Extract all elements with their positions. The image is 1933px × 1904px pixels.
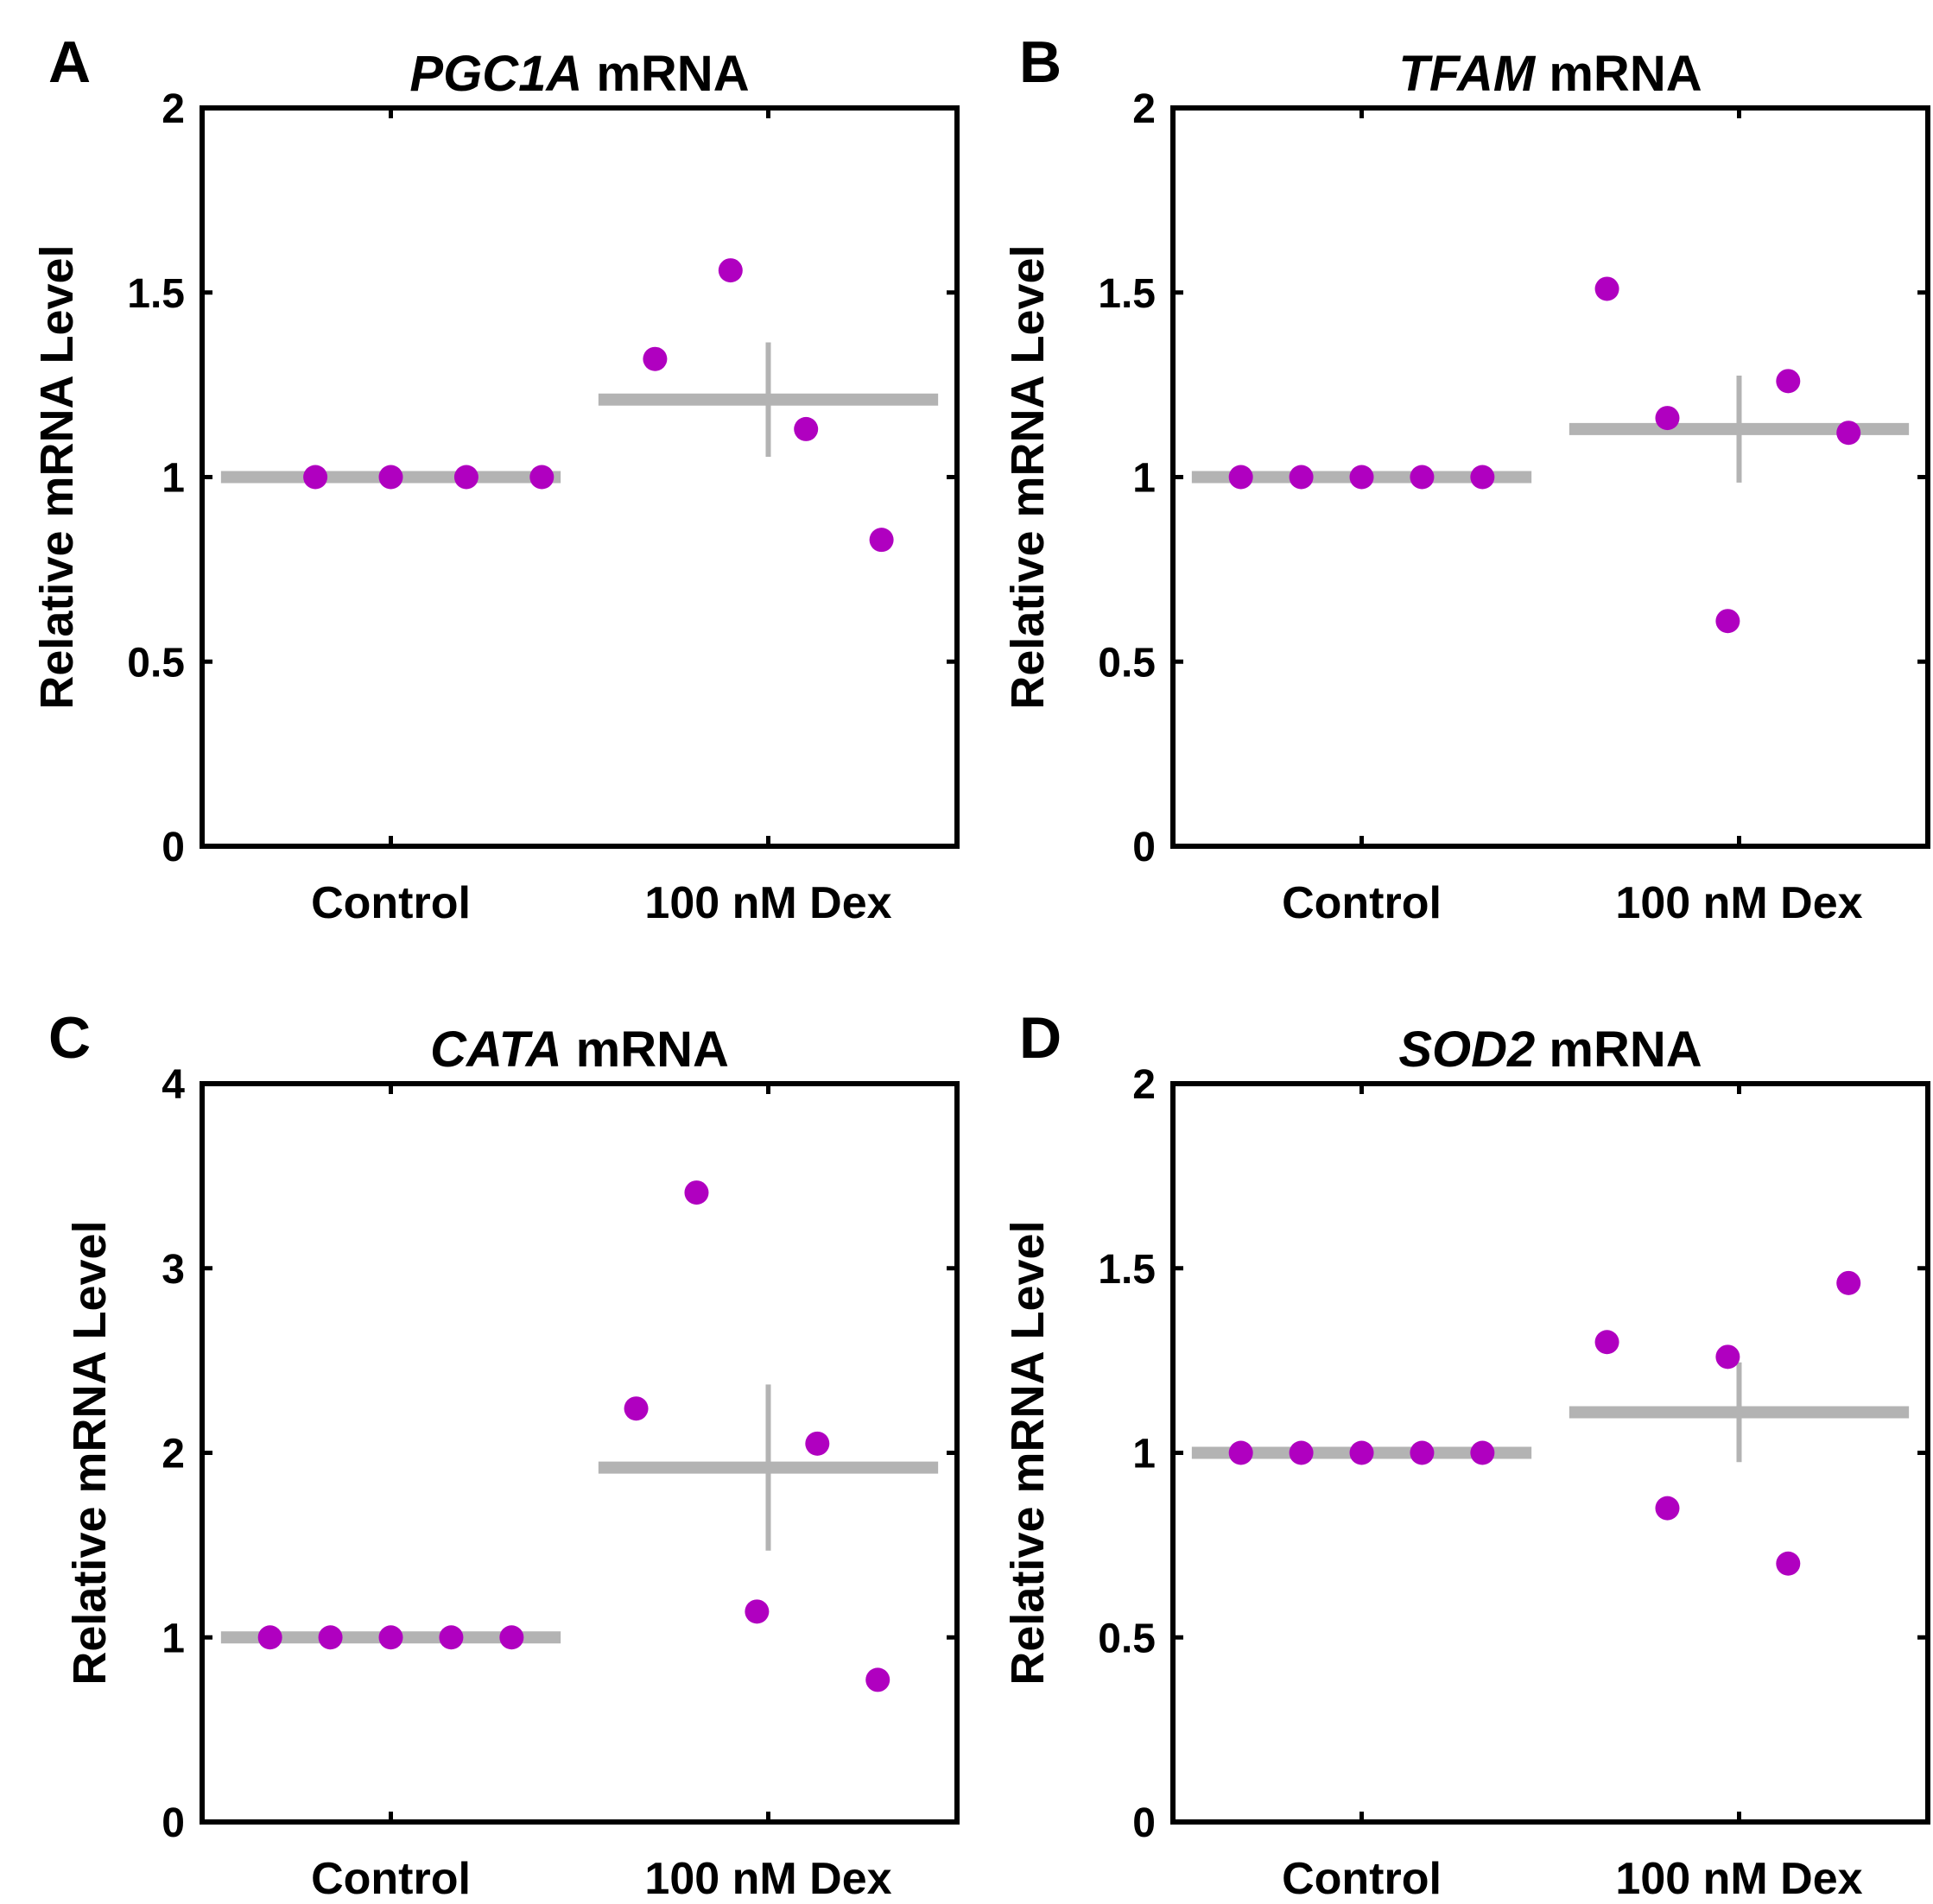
data-point: [1594, 1330, 1619, 1355]
x-tick-label: 100 nM Dex: [644, 1854, 891, 1904]
panel-letter: B: [1019, 29, 1062, 95]
y-tick-label: 2: [1132, 1062, 1156, 1108]
data-point: [624, 1396, 649, 1421]
title-suffix: mRNA: [562, 1022, 729, 1078]
data-point: [529, 465, 555, 490]
panel-letter: C: [48, 1005, 91, 1071]
title-gene: TFAM: [1398, 46, 1537, 102]
y-tick-label: 0: [162, 825, 185, 870]
data-point: [499, 1625, 524, 1650]
panel-letter: A: [48, 29, 91, 95]
data-point: [643, 346, 668, 371]
y-tick-label: 3: [162, 1247, 185, 1293]
data-point: [1836, 1270, 1861, 1295]
x-tick-label: 100 nM Dex: [1615, 1854, 1862, 1904]
y-tick-label: 2: [162, 1432, 185, 1477]
y-tick-label: 0: [1132, 1800, 1156, 1846]
data-point: [684, 1180, 709, 1205]
panel-b: B TFAM mRNA Relative mRNA Level 0 0.5 1 1.5 2 Co…: [1002, 29, 1930, 928]
data-point: [1228, 465, 1253, 490]
panel-c: C CATA mRNA Relative mRNA Level 0 1 2 3 4 Contro…: [48, 1005, 960, 1904]
data-point: [1836, 421, 1861, 446]
y-tick-label: 0: [162, 1800, 185, 1846]
data-point: [865, 1667, 890, 1692]
data-point: [1715, 1344, 1740, 1369]
plot-frame: [200, 105, 960, 849]
y-tick-label: 0.5: [1098, 640, 1156, 686]
plot-frame: [200, 1081, 960, 1825]
y-tick-label: 0.5: [127, 640, 185, 686]
y-tick-label: 2: [162, 86, 185, 132]
x-tick-label: Control: [1282, 1854, 1442, 1904]
y-tick-label: 0: [1132, 825, 1156, 870]
plot-frame: [1170, 1081, 1930, 1825]
panel-d: D SOD2 mRNA Relative mRNA Level 0 0.5 1 1.5 2 Co…: [1002, 1005, 1930, 1904]
data-point: [1289, 465, 1314, 490]
chart-title: PGC1A mRNA: [409, 46, 749, 102]
y-tick-label: 1: [1132, 456, 1156, 502]
data-point: [1410, 1440, 1435, 1465]
y-tick-label: 1.5: [1098, 1247, 1156, 1293]
data-point: [318, 1625, 343, 1650]
y-axis-label: Relative mRNA Level: [1002, 244, 1054, 709]
data-point: [869, 528, 894, 553]
x-tick-label: Control: [311, 1854, 471, 1904]
data-point: [378, 465, 403, 490]
title-suffix: mRNA: [1535, 1022, 1702, 1078]
x-tick-label: Control: [1282, 878, 1442, 928]
data-point: [1349, 1440, 1374, 1465]
title-gene: SOD2: [1398, 1022, 1535, 1078]
data-point: [1655, 406, 1680, 431]
data-point: [1655, 1496, 1680, 1521]
title-gene: PGC1A: [409, 46, 582, 102]
y-tick-label: 1.5: [127, 271, 185, 317]
data-point: [745, 1599, 770, 1624]
data-point: [718, 258, 743, 283]
y-axis-label: Relative mRNA Level: [1002, 1220, 1054, 1685]
panel-a: A PGC1A mRNA Relative mRNA Level 0 0.5 1 1.5 2 C…: [31, 29, 960, 928]
data-point: [378, 1625, 403, 1650]
chart-title: CATA mRNA: [430, 1022, 729, 1078]
y-tick-label: 1: [162, 1616, 185, 1661]
data-point: [1289, 1440, 1314, 1465]
data-point: [453, 465, 478, 490]
data-point: [257, 1625, 282, 1650]
y-tick-label: 4: [162, 1062, 185, 1108]
y-tick-label: 1: [162, 456, 185, 502]
data-point: [1410, 465, 1435, 490]
y-tick-label: 1.5: [1098, 271, 1156, 317]
x-tick-label: 100 nM Dex: [644, 878, 891, 928]
data-point: [303, 465, 328, 490]
data-point: [805, 1431, 830, 1456]
data-point: [794, 416, 819, 441]
y-tick-label: 1: [1132, 1432, 1156, 1477]
data-point: [1715, 609, 1740, 634]
y-axis-label: Relative mRNA Level: [64, 1220, 116, 1685]
data-point: [1776, 1551, 1801, 1576]
data-point: [1470, 1440, 1495, 1465]
data-point: [439, 1625, 464, 1650]
plot-frame: [1170, 105, 1930, 849]
chart-title: TFAM mRNA: [1398, 46, 1702, 102]
y-axis-label: Relative mRNA Level: [31, 244, 83, 709]
x-tick-label: Control: [311, 878, 471, 928]
data-point: [1470, 465, 1495, 490]
x-tick-label: 100 nM Dex: [1615, 878, 1862, 928]
chart-title: SOD2 mRNA: [1398, 1022, 1702, 1078]
data-point: [1228, 1440, 1253, 1465]
title-suffix: mRNA: [1535, 46, 1702, 102]
y-tick-label: 0.5: [1098, 1616, 1156, 1661]
data-point: [1594, 276, 1619, 301]
title-gene: CATA: [430, 1022, 561, 1078]
y-tick-label: 2: [1132, 86, 1156, 132]
data-point: [1776, 369, 1801, 394]
title-suffix: mRNA: [582, 46, 749, 102]
data-point: [1349, 465, 1374, 490]
panel-letter: D: [1019, 1005, 1062, 1071]
